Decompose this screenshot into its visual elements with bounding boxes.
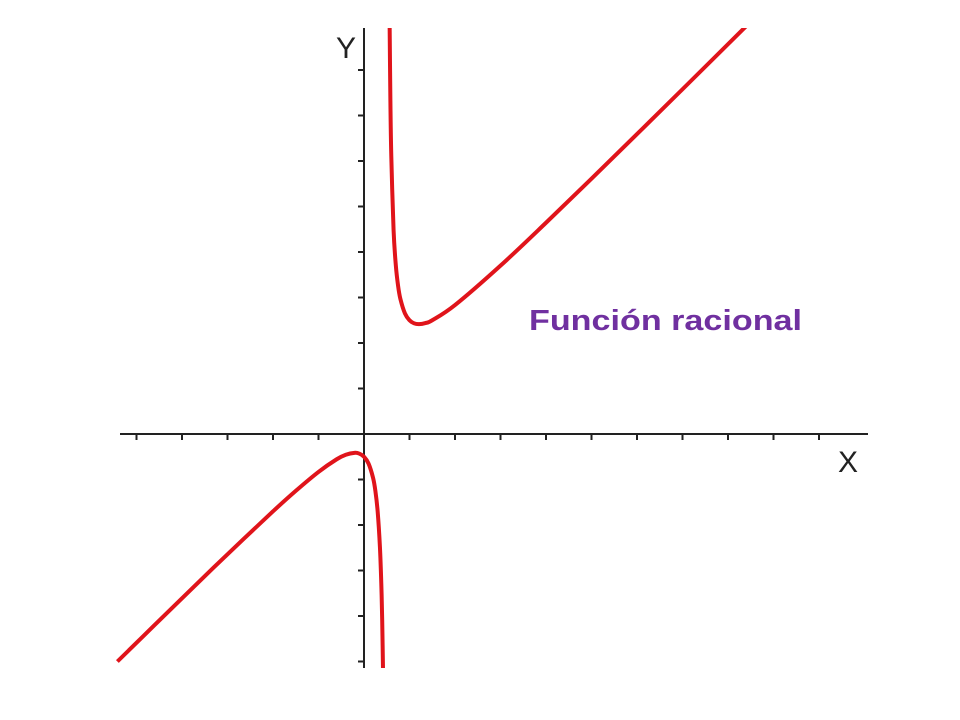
curve-left-branch — [115, 450, 385, 668]
function-title: Función racional — [529, 305, 802, 337]
x-axis-label: X — [838, 446, 858, 479]
curves — [115, 28, 748, 668]
y-axis-label: Y — [336, 32, 356, 65]
curve-right-branch — [387, 28, 748, 327]
axes — [120, 28, 868, 668]
ticks — [135, 69, 820, 663]
